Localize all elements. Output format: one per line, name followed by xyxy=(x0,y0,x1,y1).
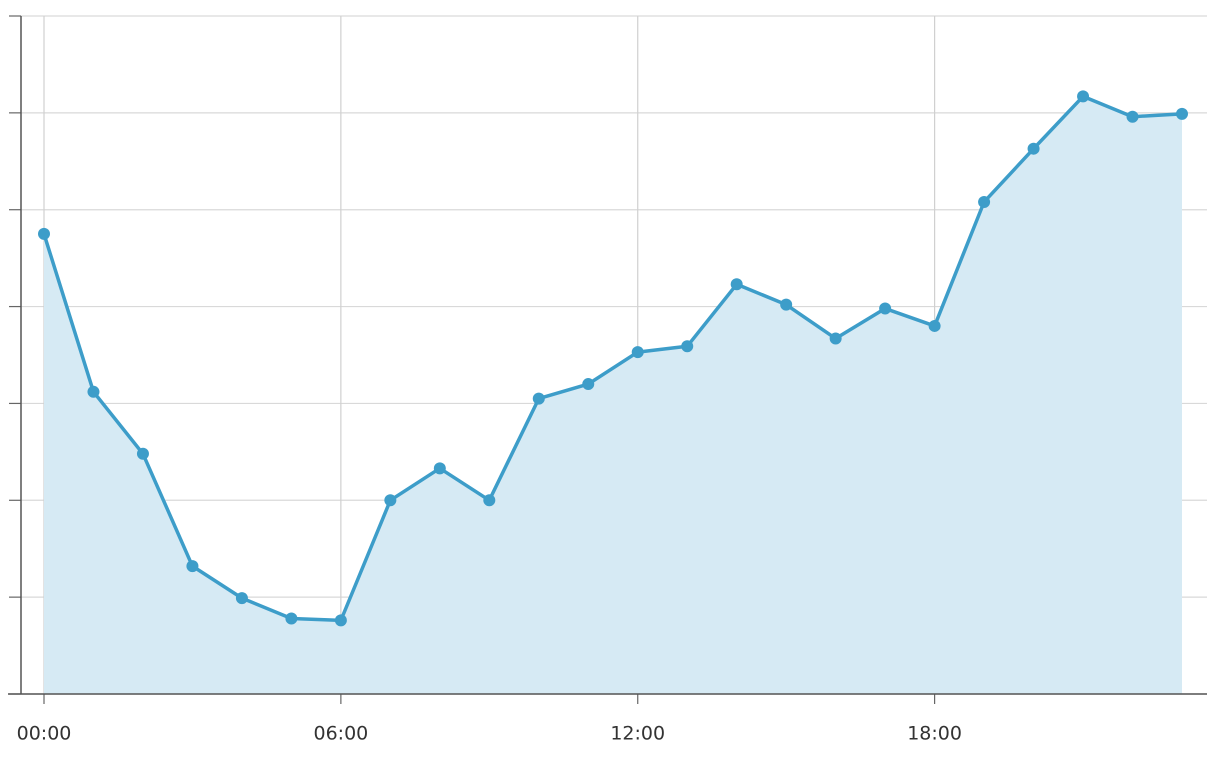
x-tick-label: 00:00 xyxy=(17,723,72,745)
point xyxy=(730,278,743,291)
point xyxy=(285,612,298,625)
point xyxy=(879,302,892,315)
point xyxy=(483,494,496,507)
point xyxy=(780,298,793,311)
point xyxy=(1027,142,1040,155)
area-fill xyxy=(44,96,1182,695)
point xyxy=(38,227,50,240)
point xyxy=(1126,110,1139,123)
x-tick-label: 06:00 xyxy=(313,723,368,745)
point xyxy=(433,462,446,475)
point xyxy=(631,346,644,359)
x-tick-label: 18:00 xyxy=(907,723,962,745)
point xyxy=(829,332,842,345)
point xyxy=(582,378,595,391)
line xyxy=(42,94,1183,623)
point xyxy=(384,494,397,507)
point xyxy=(87,385,100,398)
point xyxy=(334,614,347,627)
point xyxy=(136,447,149,460)
point xyxy=(235,592,248,605)
x-tick-label: 12:00 xyxy=(610,723,665,745)
point xyxy=(532,392,545,405)
point xyxy=(978,195,991,208)
point xyxy=(928,319,941,332)
point xyxy=(1077,90,1090,103)
point xyxy=(681,340,694,353)
point xyxy=(186,560,199,573)
point xyxy=(1176,107,1188,120)
